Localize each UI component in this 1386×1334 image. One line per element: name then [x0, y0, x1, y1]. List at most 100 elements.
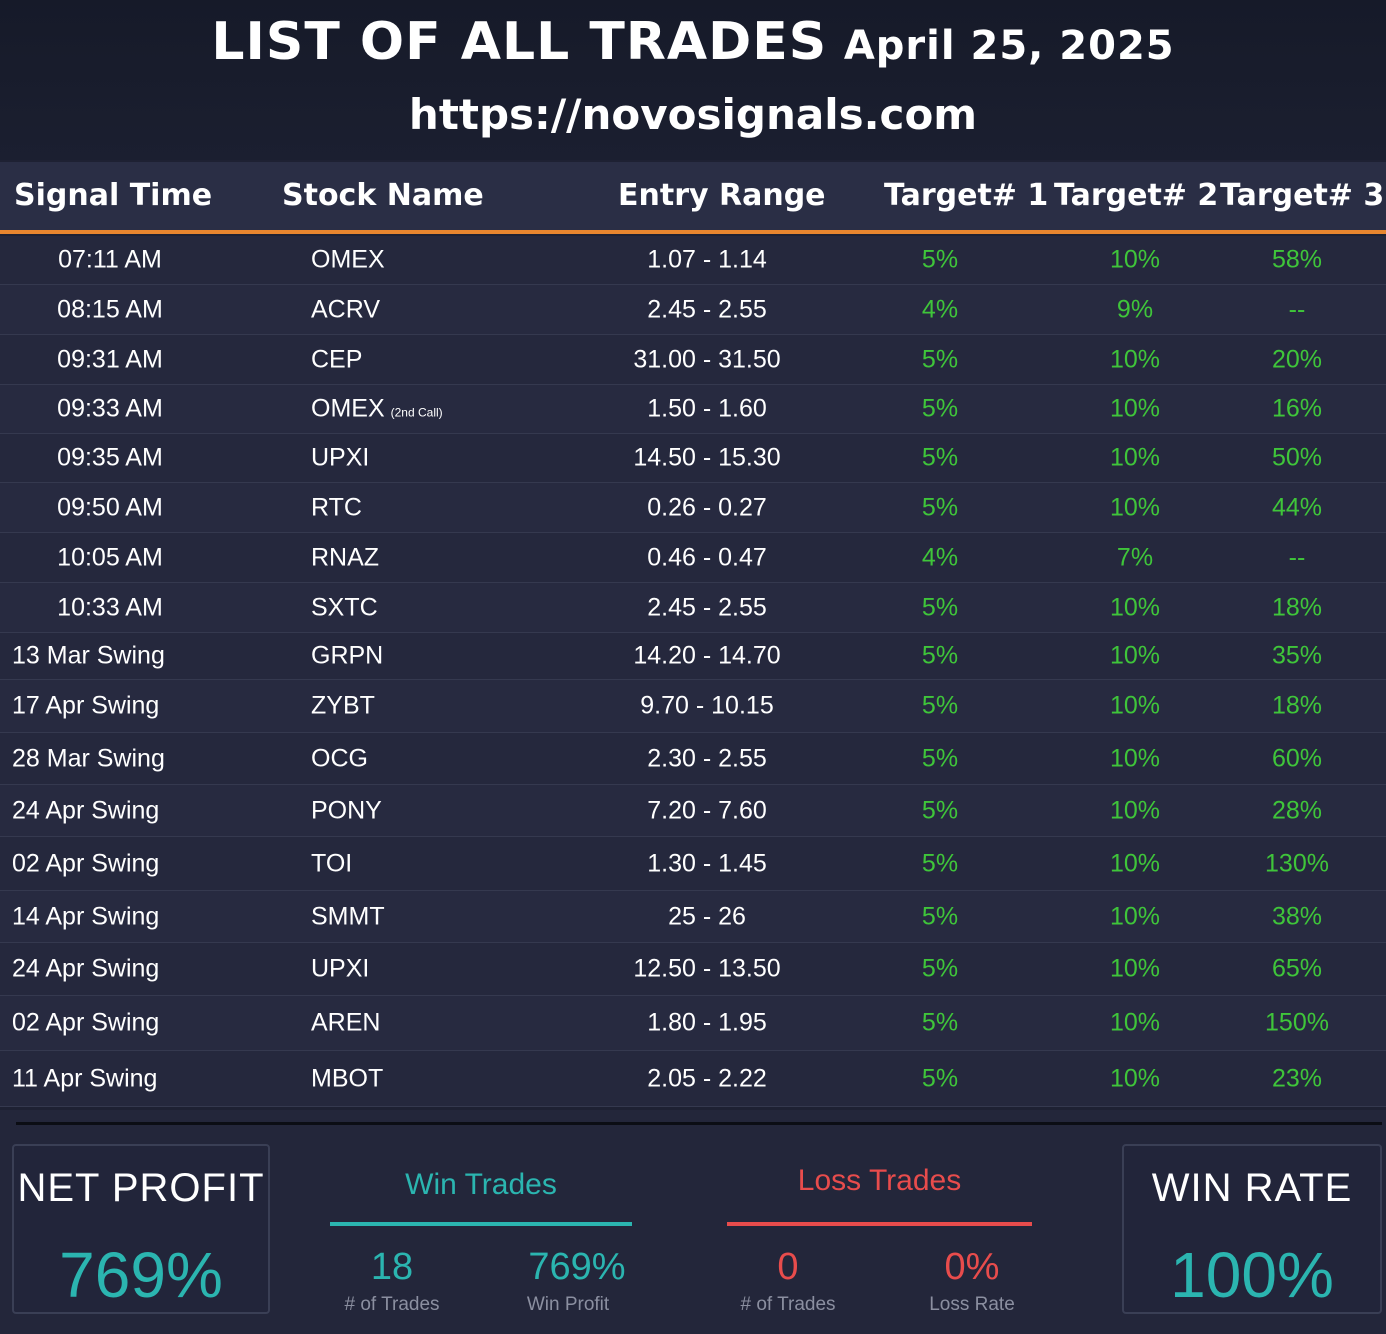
target-2-cell-text: 10% — [1109, 345, 1161, 373]
signal-time-cell-text: 24 Apr Swing — [12, 954, 160, 983]
target-1-cell: 5% — [880, 345, 1000, 374]
target-2-cell-text: 10% — [1109, 443, 1161, 472]
entry-range-cell-text: 1.80 - 1.95 — [647, 1008, 767, 1037]
signal-time-cell: 24 Apr Swing — [12, 955, 212, 984]
signal-time-cell-text: 11 Apr Swing — [12, 1064, 158, 1092]
target-1-cell-text: 5% — [921, 744, 959, 772]
loss-trades-count: 0 — [777, 1246, 799, 1288]
target-2-cell: 10% — [1075, 246, 1195, 275]
target-2-cell-text: 10% — [1109, 493, 1161, 521]
signal-time-cell: 02 Apr Swing — [12, 849, 212, 878]
signal-time-cell-text: 14 Apr Swing — [12, 902, 160, 930]
footer-divider — [16, 1122, 1382, 1125]
target-2-cell: 10% — [1075, 849, 1195, 878]
signal-time-cell: 10:05 AM — [10, 543, 210, 572]
target-1-cell: 5% — [880, 796, 1000, 825]
entry-range-cell: 1.50 - 1.60 — [600, 395, 814, 424]
target-1-cell: 5% — [880, 955, 1000, 984]
table-row: 02 Apr Swing TOI 1.30 - 1.45 5% 10% 130% — [0, 837, 1386, 891]
target-3-cell: 60% — [1237, 744, 1357, 773]
target-1-cell: 5% — [880, 692, 1000, 721]
table-row: 09:33 AM OMEX (2nd Call) 1.50 - 1.60 5% 10% 16… — [0, 385, 1386, 434]
title-line: LIST OF ALL TRADES April 25, 2025 — [0, 12, 1386, 72]
win-profit-label: Win Profit — [526, 1294, 610, 1315]
stock-name-cell-text: MBOT — [311, 1064, 384, 1092]
loss-trades-title: Loss Trades — [797, 1164, 962, 1197]
signal-time-cell-text: 09:33 AM — [57, 394, 163, 423]
table-row: 24 Apr Swing UPXI 12.50 - 13.50 5% 10% 65% — [0, 943, 1386, 996]
win-trades-group: Win Trades 18 # of Trades 769% Win Profi… — [330, 1160, 632, 1320]
target-2-cell: 10% — [1075, 593, 1195, 622]
entry-range-cell: 31.00 - 31.50 — [600, 345, 814, 374]
table-row: 24 Apr Swing PONY 7.20 - 7.60 5% 10% 28% — [0, 785, 1386, 837]
header-target-1: Target# 1 — [884, 178, 1049, 213]
target-1-cell-text: 5% — [921, 641, 959, 670]
win-trades-count: 18 — [370, 1246, 414, 1288]
header-target-3: Target# 3 — [1220, 178, 1385, 213]
signal-time-cell-text: 09:35 AM — [57, 443, 163, 472]
target-1-cell-text: 5% — [921, 902, 959, 930]
entry-range-cell: 9.70 - 10.15 — [600, 692, 814, 721]
net-profit-value: 769% — [59, 1239, 223, 1311]
signal-time-cell: 08:15 AM — [10, 295, 210, 324]
entry-range-cell-text: 14.50 - 15.30 — [633, 443, 781, 472]
win-rate-value: 100% — [1170, 1239, 1334, 1311]
report-date: April 25, 2025 — [843, 23, 1175, 69]
target-3-cell-text: 50% — [1271, 443, 1323, 472]
target-3-cell-text: -- — [1288, 543, 1306, 571]
stock-name-cell-text: OMEX — [311, 245, 385, 274]
trades-table: 07:11 AM OMEX 1.07 - 1.14 5% 10% 58% 08:15 AM A… — [0, 236, 1386, 1107]
target-3-cell: 35% — [1237, 642, 1357, 671]
header: LIST OF ALL TRADES April 25, 2025 https:… — [0, 0, 1386, 160]
table-row: 09:50 AM RTC 0.26 - 0.27 5% 10% 44% — [0, 483, 1386, 533]
signal-time-cell: 09:50 AM — [10, 493, 210, 522]
stock-name-cell: UPXI — [311, 444, 369, 473]
target-2-cell: 10% — [1075, 902, 1195, 931]
target-3-cell-text: 58% — [1271, 245, 1323, 274]
stock-name-cell-text: RTC — [311, 493, 362, 521]
stock-name-cell: CEP — [311, 345, 362, 374]
entry-range-cell-text: 2.30 - 2.55 — [647, 744, 767, 772]
win-trades-count-label: # of Trades — [344, 1294, 440, 1315]
stock-name-cell: GRPN — [311, 642, 383, 671]
target-2-cell: 10% — [1075, 796, 1195, 825]
target-3-cell-text: 28% — [1271, 796, 1323, 824]
target-3-cell-text: 130% — [1265, 849, 1329, 877]
target-1-cell: 5% — [880, 444, 1000, 473]
table-row: 17 Apr Swing ZYBT 9.70 - 10.15 5% 10% 18% — [0, 680, 1386, 733]
target-1-cell: 5% — [880, 593, 1000, 622]
target-1-cell: 5% — [880, 1064, 1000, 1093]
entry-range-cell-text: 31.00 - 31.50 — [633, 345, 781, 373]
target-2-cell: 7% — [1075, 543, 1195, 572]
table-row: 09:35 AM UPXI 14.50 - 15.30 5% 10% 50% — [0, 434, 1386, 483]
header-target-2: Target# 2 — [1054, 178, 1219, 213]
stock-name-cell-text: PONY — [311, 796, 382, 824]
signal-time-cell-text: 10:33 AM — [57, 593, 163, 621]
entry-range-cell-text: 12.50 - 13.50 — [633, 954, 781, 983]
stock-name-cell: UPXI — [311, 955, 369, 984]
target-3-cell: 130% — [1237, 849, 1357, 878]
target-2-cell: 10% — [1075, 444, 1195, 473]
entry-range-cell: 14.50 - 15.30 — [600, 444, 814, 473]
win-trades-title: Win Trades — [405, 1168, 557, 1201]
target-2-cell: 10% — [1075, 1064, 1195, 1093]
entry-range-cell-text: 0.26 - 0.27 — [647, 493, 767, 521]
stock-name-cell-text: RNAZ — [311, 543, 380, 571]
target-1-cell-text: 5% — [921, 796, 959, 824]
entry-range-cell: 2.45 - 2.55 — [600, 295, 814, 324]
target-1-cell-text: 5% — [921, 493, 959, 521]
table-row: 09:31 AM CEP 31.00 - 31.50 5% 10% 20% — [0, 335, 1386, 385]
entry-range-cell-text: 7.20 - 7.60 — [647, 796, 767, 824]
signal-time-cell: 09:33 AM — [10, 395, 210, 424]
signal-time-cell-text: 07:11 AM — [58, 245, 162, 274]
signal-time-cell: 10:33 AM — [10, 593, 210, 622]
target-3-cell-text: -- — [1288, 295, 1306, 323]
stock-name-cell: AREN — [311, 1009, 380, 1038]
entry-range-cell: 1.80 - 1.95 — [600, 1009, 814, 1038]
target-1-cell: 5% — [880, 493, 1000, 522]
entry-range-cell-text: 14.20 - 14.70 — [633, 641, 781, 670]
entry-range-cell: 1.07 - 1.14 — [600, 246, 814, 275]
target-1-cell: 4% — [880, 543, 1000, 572]
target-3-cell-text: 18% — [1271, 593, 1323, 621]
win-profit-value: 769% — [528, 1246, 626, 1288]
